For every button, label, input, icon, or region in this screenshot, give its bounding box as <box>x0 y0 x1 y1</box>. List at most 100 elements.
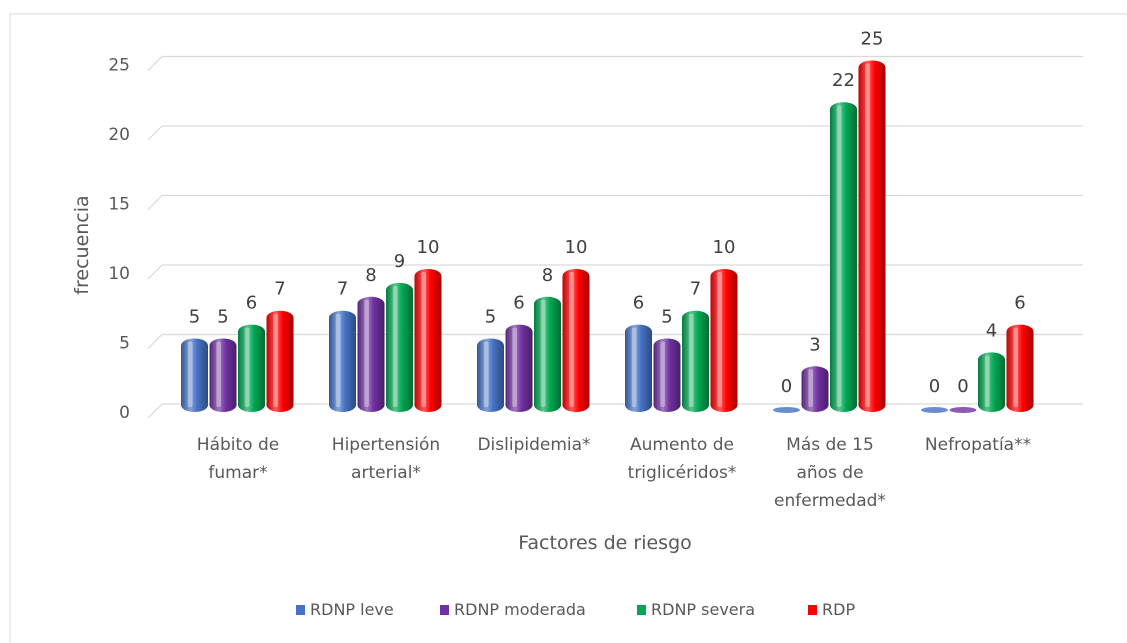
bar-highlight <box>631 327 637 407</box>
bar-rdnp-moderada-5 <box>949 407 977 413</box>
data-label: 8 <box>542 265 553 286</box>
data-label: 8 <box>365 265 376 286</box>
legend-label: RDP <box>822 600 855 619</box>
legend-swatch <box>808 605 817 615</box>
bar-highlight <box>273 313 279 407</box>
bar-highlight <box>512 327 518 407</box>
data-label: 6 <box>246 293 257 314</box>
bar-highlight <box>364 299 370 407</box>
bar-highlight <box>808 369 814 407</box>
data-label: 4 <box>986 320 997 341</box>
data-label: 0 <box>957 376 968 397</box>
bar-rdnp-severa-2 <box>534 296 561 412</box>
data-label: 9 <box>394 251 405 272</box>
bar-highlight <box>660 341 666 407</box>
legend-swatch <box>440 605 449 615</box>
bar-rdnp-moderada-1 <box>357 296 385 412</box>
legend-label: RDNP moderada <box>454 600 586 619</box>
bar-rdp-3 <box>710 269 738 412</box>
bar-rdnp-leve-2 <box>477 338 504 412</box>
x-category-label: Aumento de <box>630 435 734 455</box>
x-category-label: enfermedad* <box>774 491 886 511</box>
data-label: 3 <box>809 334 820 355</box>
legend-swatch <box>637 605 646 615</box>
gridline-slant <box>147 56 163 71</box>
y-tick-label: 10 <box>108 264 130 284</box>
bar-rdnp-moderada-2 <box>505 324 533 412</box>
data-label: 5 <box>189 307 200 328</box>
gridline-slant <box>147 334 163 349</box>
bar-highlight <box>717 272 723 407</box>
bar-rdnp-leve-3 <box>625 324 652 412</box>
data-label: 22 <box>832 70 855 91</box>
gridline-slant <box>147 264 163 280</box>
y-axis-ticks: 0 5 10 15 20 25 <box>108 56 130 424</box>
bar-rdnp-moderada-3 <box>653 338 681 412</box>
bar-highlight <box>540 299 546 407</box>
bar-rdnp-severa-0 <box>238 324 265 412</box>
bar-rdnp-leve-4 <box>773 407 800 413</box>
x-category-label: Dislipidemia* <box>477 435 590 455</box>
bar-rdp-5 <box>1006 324 1034 412</box>
bar-highlight <box>836 105 842 407</box>
bar-rdnp-moderada-0 <box>209 338 237 412</box>
bar-rdnp-moderada-4 <box>801 366 829 412</box>
bars <box>181 60 1034 413</box>
data-label: 0 <box>929 376 940 397</box>
bar-rdp-1 <box>414 269 442 412</box>
bar-highlight <box>421 272 427 407</box>
gridline-slant <box>147 195 163 210</box>
x-category-label: fumar* <box>208 463 267 483</box>
bar-rdp-4 <box>858 60 886 412</box>
data-label: 5 <box>661 307 672 328</box>
bar-highlight <box>865 63 871 407</box>
bar-highlight <box>483 341 489 407</box>
legend-label: RDNP severa <box>651 600 755 619</box>
x-category-label: triglicéridos* <box>628 463 737 483</box>
data-label: 6 <box>633 293 644 314</box>
x-axis-title: Factores de riesgo <box>518 532 692 554</box>
bar-rdnp-severa-5 <box>978 352 1005 412</box>
data-label: 10 <box>417 237 440 258</box>
bar-highlight <box>569 272 575 407</box>
data-label: 0 <box>781 376 792 397</box>
bar-highlight <box>216 341 222 407</box>
bar-rdnp-leve-5 <box>921 407 948 413</box>
x-category-label: arterial* <box>351 463 421 483</box>
legend: RDNP leve RDNP moderada RDNP severa RDP <box>296 600 855 619</box>
x-category-label: Más de 15 <box>786 435 874 455</box>
bar-rdnp-leve-0 <box>181 338 208 412</box>
gridline-slant <box>147 403 163 419</box>
y-tick-label: 5 <box>119 334 130 354</box>
bar-highlight <box>335 313 341 407</box>
bar-rdp-2 <box>562 269 590 412</box>
legend-label: RDNP leve <box>310 600 394 619</box>
x-axis-categories: Hábito de fumar* Hipertensión arterial* Disl… <box>197 435 1031 511</box>
y-tick-label: 0 <box>119 403 130 423</box>
bar-highlight <box>688 313 694 407</box>
y-tick-label: 15 <box>108 195 130 215</box>
gridline-slant <box>147 125 163 141</box>
bar-highlight <box>984 355 990 407</box>
data-label: 7 <box>690 279 701 300</box>
data-label: 7 <box>274 279 285 300</box>
x-category-label: Nefropatía** <box>925 435 1031 455</box>
data-label: 6 <box>1014 293 1025 314</box>
data-label: 10 <box>713 237 736 258</box>
bar-rdnp-severa-4 <box>830 102 857 412</box>
bar-rdnp-severa-1 <box>386 282 413 412</box>
data-label: 10 <box>565 237 588 258</box>
data-label: 25 <box>861 29 884 50</box>
legend-swatch <box>296 605 305 615</box>
data-label: 5 <box>485 307 496 328</box>
gridlines <box>147 55 1083 419</box>
bar-rdnp-leve-1 <box>329 310 356 412</box>
bar-rdp-0 <box>266 310 294 412</box>
y-tick-label: 20 <box>108 125 130 145</box>
x-category-label: Hipertensión <box>332 435 440 455</box>
data-label: 5 <box>217 307 228 328</box>
bar-highlight <box>1013 327 1019 407</box>
x-category-label: Hábito de <box>197 435 279 455</box>
